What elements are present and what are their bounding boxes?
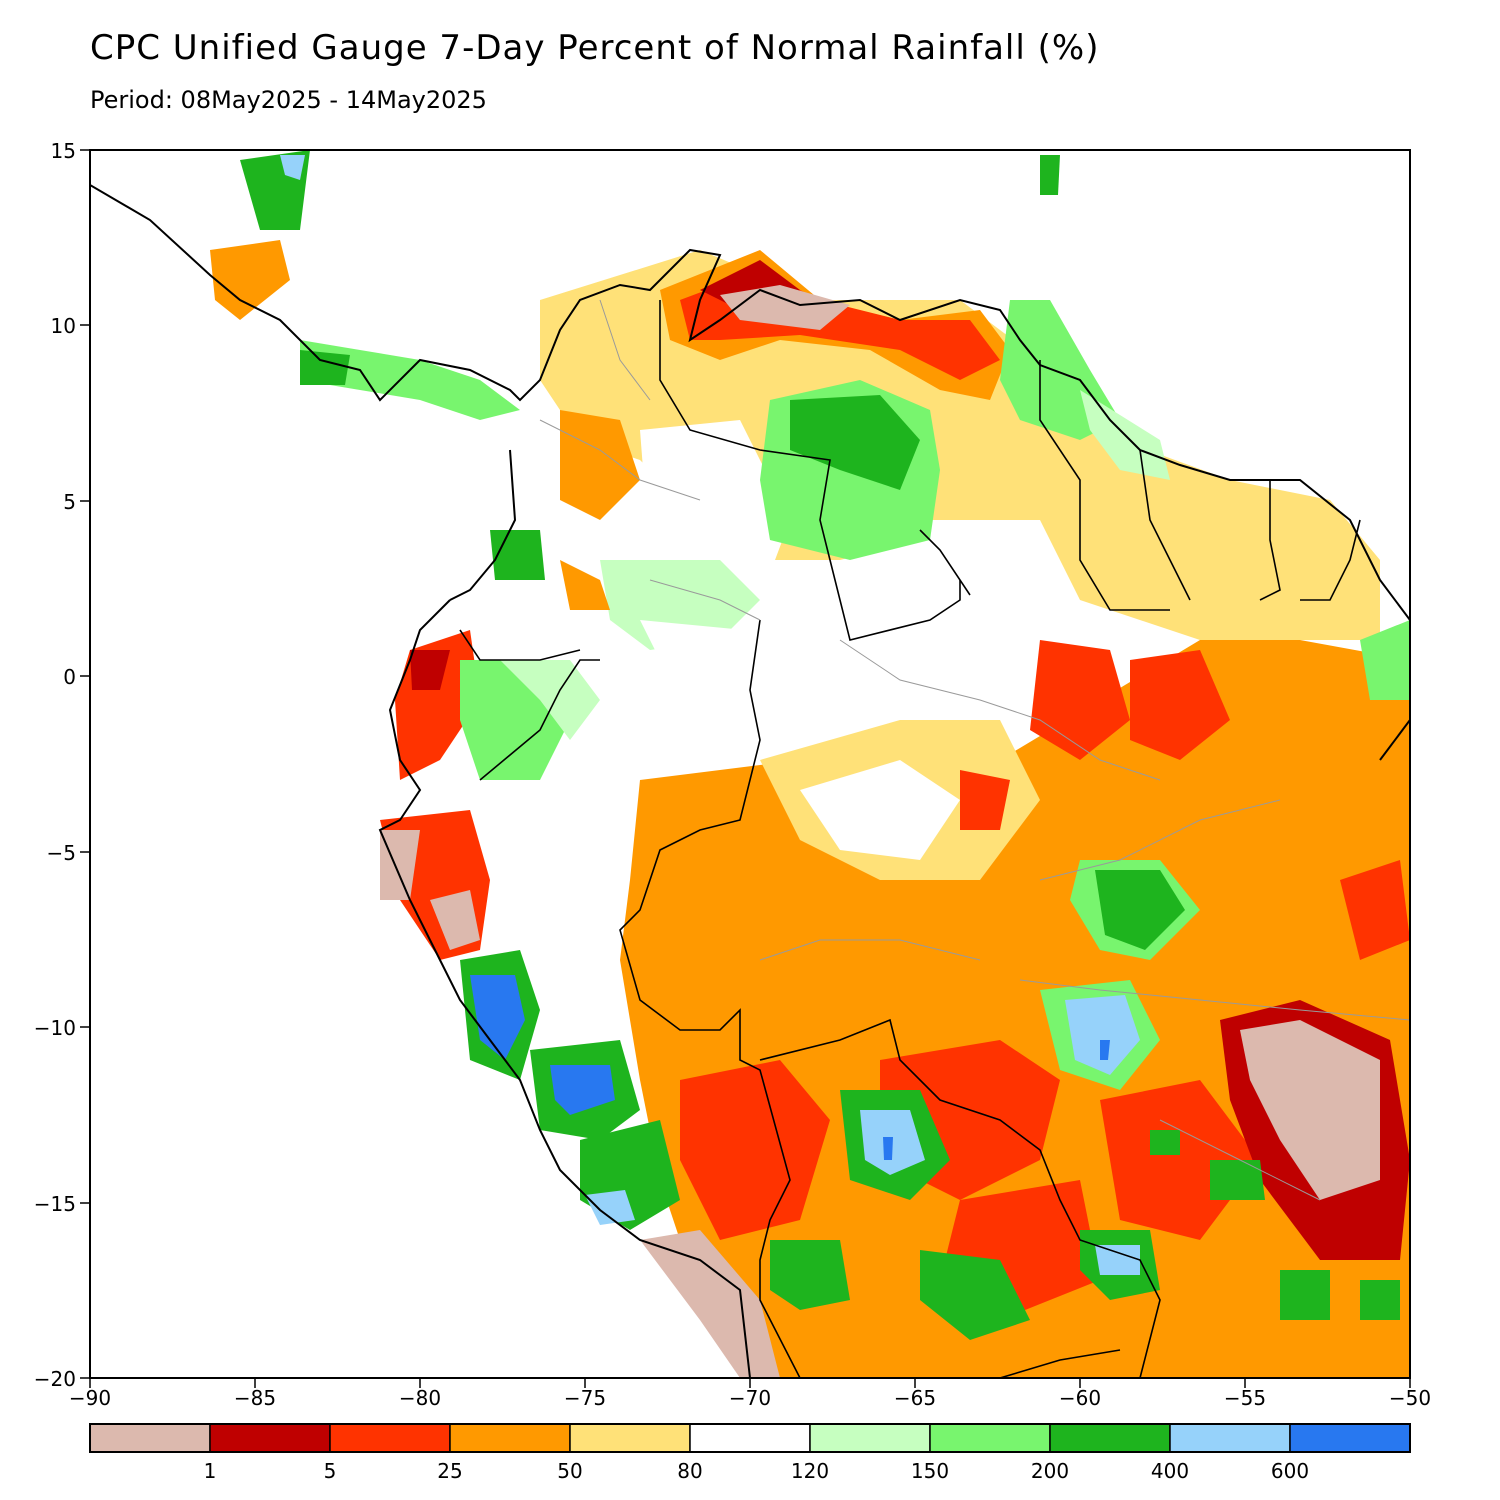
legend-swatch xyxy=(1049,1423,1171,1453)
legend-labels: 1 5 25 50 80 120 150 200 400 600 xyxy=(204,1459,1309,1483)
field-green-s7 xyxy=(1150,1130,1180,1155)
lat-tick-label: 10 xyxy=(51,314,76,338)
field-green-s1 xyxy=(770,1240,850,1310)
field-green-s2 xyxy=(920,1250,1030,1340)
legend-swatch xyxy=(89,1423,211,1453)
lon-tick-label: −80 xyxy=(399,1386,441,1410)
lat-tick-label: −5 xyxy=(47,841,76,865)
lon-tick-label: −50 xyxy=(1389,1386,1431,1410)
legend-label: 80 xyxy=(677,1459,702,1483)
field-blue-bolivia xyxy=(883,1137,893,1160)
field-red-s2 xyxy=(1130,650,1230,760)
field-red-s5 xyxy=(680,1060,830,1240)
field-ltblue-s3 xyxy=(1095,1245,1140,1275)
lat-axis xyxy=(80,149,90,1379)
legend-swatch xyxy=(809,1423,931,1453)
field-brown-peru-coast xyxy=(380,830,420,900)
field-white-mid xyxy=(800,760,960,860)
legend-swatch xyxy=(689,1423,811,1453)
lat-tick-label: 0 xyxy=(63,665,76,689)
lon-tick-label: −70 xyxy=(729,1386,771,1410)
legend-label: 120 xyxy=(791,1459,829,1483)
lat-tick-label: 15 xyxy=(51,139,76,163)
legend-swatch xyxy=(569,1423,691,1453)
legend-label: 150 xyxy=(911,1459,949,1483)
legend-label: 25 xyxy=(437,1459,462,1483)
field-blue-brazil-c xyxy=(1100,1040,1110,1060)
field-blue-peru2 xyxy=(550,1065,615,1115)
legend-label: 600 xyxy=(1271,1459,1309,1483)
rainfall-field xyxy=(90,150,1410,1378)
field-orange-camerica xyxy=(210,240,290,320)
field-orange-colombia2 xyxy=(560,560,610,610)
legend-swatch xyxy=(929,1423,1051,1453)
field-blue-peru1 xyxy=(470,975,525,1060)
field-dkred-ecuador xyxy=(410,650,450,690)
lon-tick-label: −85 xyxy=(234,1386,276,1410)
field-brown-peru-coast2 xyxy=(430,890,480,950)
lon-tick-label: −55 xyxy=(1224,1386,1266,1410)
legend-swatch xyxy=(329,1423,451,1453)
lon-tick-label: −75 xyxy=(564,1386,606,1410)
legend-label: 400 xyxy=(1151,1459,1189,1483)
field-green-s4 xyxy=(1210,1160,1265,1200)
lon-tick-label: −90 xyxy=(69,1386,111,1410)
field-green-s6 xyxy=(1360,1280,1400,1320)
lon-tick-label: −60 xyxy=(1059,1386,1101,1410)
field-ltblue-camerica xyxy=(280,155,305,180)
map-title: CPC Unified Gauge 7-Day Percent of Norma… xyxy=(90,28,1100,68)
field-green-s5 xyxy=(1280,1270,1330,1320)
field-dkgreen-brazil-n xyxy=(1095,870,1185,950)
field-green-panama xyxy=(300,340,520,420)
field-ltblue-peru3 xyxy=(585,1190,635,1225)
state-borders xyxy=(539,299,1410,1201)
legend-frame xyxy=(89,1423,1411,1453)
field-dkgreen-panama xyxy=(300,350,350,385)
color-legend: 1 5 25 50 80 120 150 200 400 600 xyxy=(89,1423,1411,1483)
coastlines xyxy=(90,184,1410,1378)
legend-label: 50 xyxy=(557,1459,582,1483)
lat-tick-label: −10 xyxy=(34,1016,76,1040)
field-green-trinidad xyxy=(1040,155,1060,195)
field-green-brazil-e xyxy=(1360,620,1410,700)
field-dkgreen-venezuela xyxy=(790,395,920,490)
lat-tick-label: −20 xyxy=(34,1367,76,1391)
legend-swatch xyxy=(1289,1423,1411,1453)
field-ltblue-brazil-c xyxy=(1065,995,1140,1075)
field-brown-brazil xyxy=(1240,1020,1380,1200)
lon-tick-labels: −90 −85 −80 −75 −70 −65 −60 −55 −50 xyxy=(69,1386,1431,1410)
lat-tick-labels: 15 10 5 0 −5 −10 −15 −20 xyxy=(34,139,76,1391)
legend-swatch xyxy=(209,1423,331,1453)
legend-label: 200 xyxy=(1031,1459,1069,1483)
lat-tick-label: −15 xyxy=(34,1192,76,1216)
lon-tick-label: −65 xyxy=(894,1386,936,1410)
lon-axis xyxy=(89,1378,1411,1388)
legend-swatch xyxy=(449,1423,571,1453)
legend-swatches xyxy=(89,1423,1411,1453)
country-borders xyxy=(459,300,1361,1378)
lat-tick-label: 5 xyxy=(63,490,76,514)
field-orange-colombia xyxy=(560,410,640,520)
map-period: Period: 08May2025 - 14May2025 xyxy=(90,86,487,114)
field-ltgreen-ecuador xyxy=(500,660,600,740)
legend-label: 1 xyxy=(204,1459,217,1483)
field-red-s3 xyxy=(960,770,1010,830)
legend-swatch xyxy=(1169,1423,1291,1453)
legend-label: 5 xyxy=(324,1459,337,1483)
field-ltgreen-colombia xyxy=(600,560,760,650)
field-red-s4 xyxy=(1340,860,1410,960)
